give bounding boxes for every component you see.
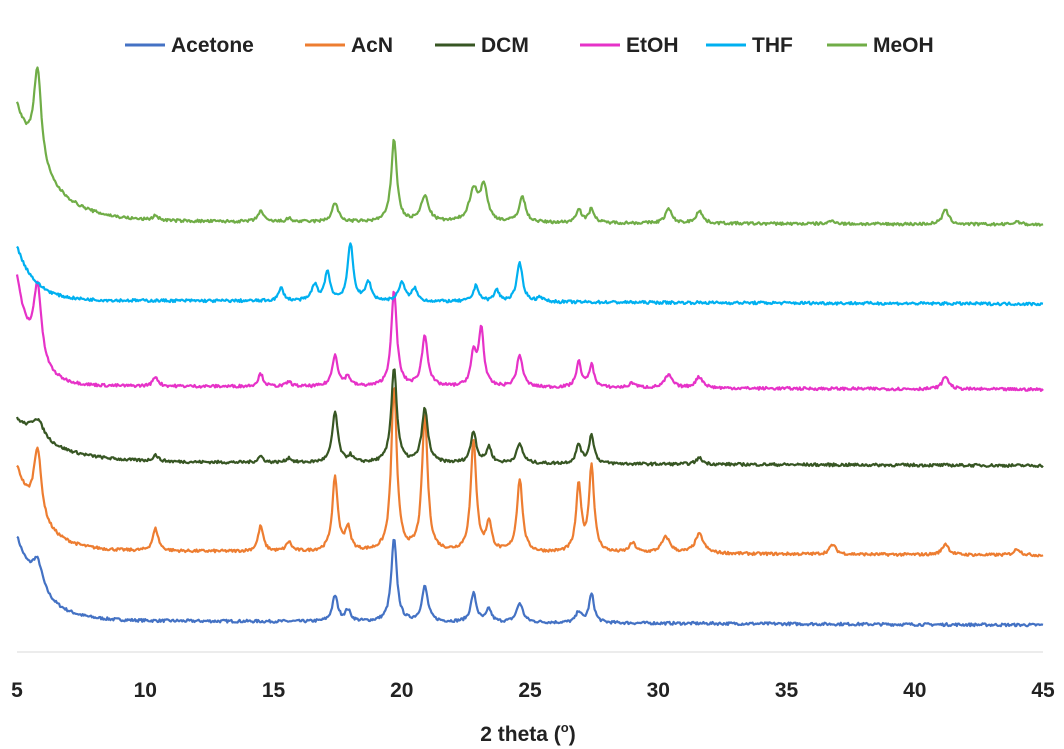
legend-label-thf: THF [752,34,793,57]
x-tick-label: 10 [134,679,157,702]
plot-lines [15,66,1044,628]
x-axis: 5 10 15 20 25 30 35 40 45 [11,651,1055,702]
legend-label-etoh: EtOH [626,34,679,57]
x-axis-title: 2 theta (o) [480,720,575,746]
x-tick-label: 35 [775,679,799,702]
x-tick-label: 30 [647,679,670,702]
x-tick-label: 5 [11,679,23,702]
series-line-etoh [15,274,1044,392]
legend-label-dcm: DCM [481,34,529,57]
series-line-acetone [16,535,1044,628]
series-line-dcm [15,368,1044,468]
x-tick-label: 45 [1031,679,1055,702]
x-tick-label: 25 [518,679,542,702]
legend: Acetone AcN DCM EtOH THF MeOH [125,34,934,57]
x-tick-label: 20 [390,679,413,702]
series-line-acn [16,387,1044,558]
legend-label-meoh: MeOH [873,34,934,57]
x-tick-label: 15 [262,679,286,702]
x-tick-label: 40 [903,679,926,702]
legend-label-acetone: Acetone [171,34,254,57]
series-line-meoh [15,66,1044,227]
legend-label-acn: AcN [351,34,393,57]
series-line-thf [16,242,1044,307]
